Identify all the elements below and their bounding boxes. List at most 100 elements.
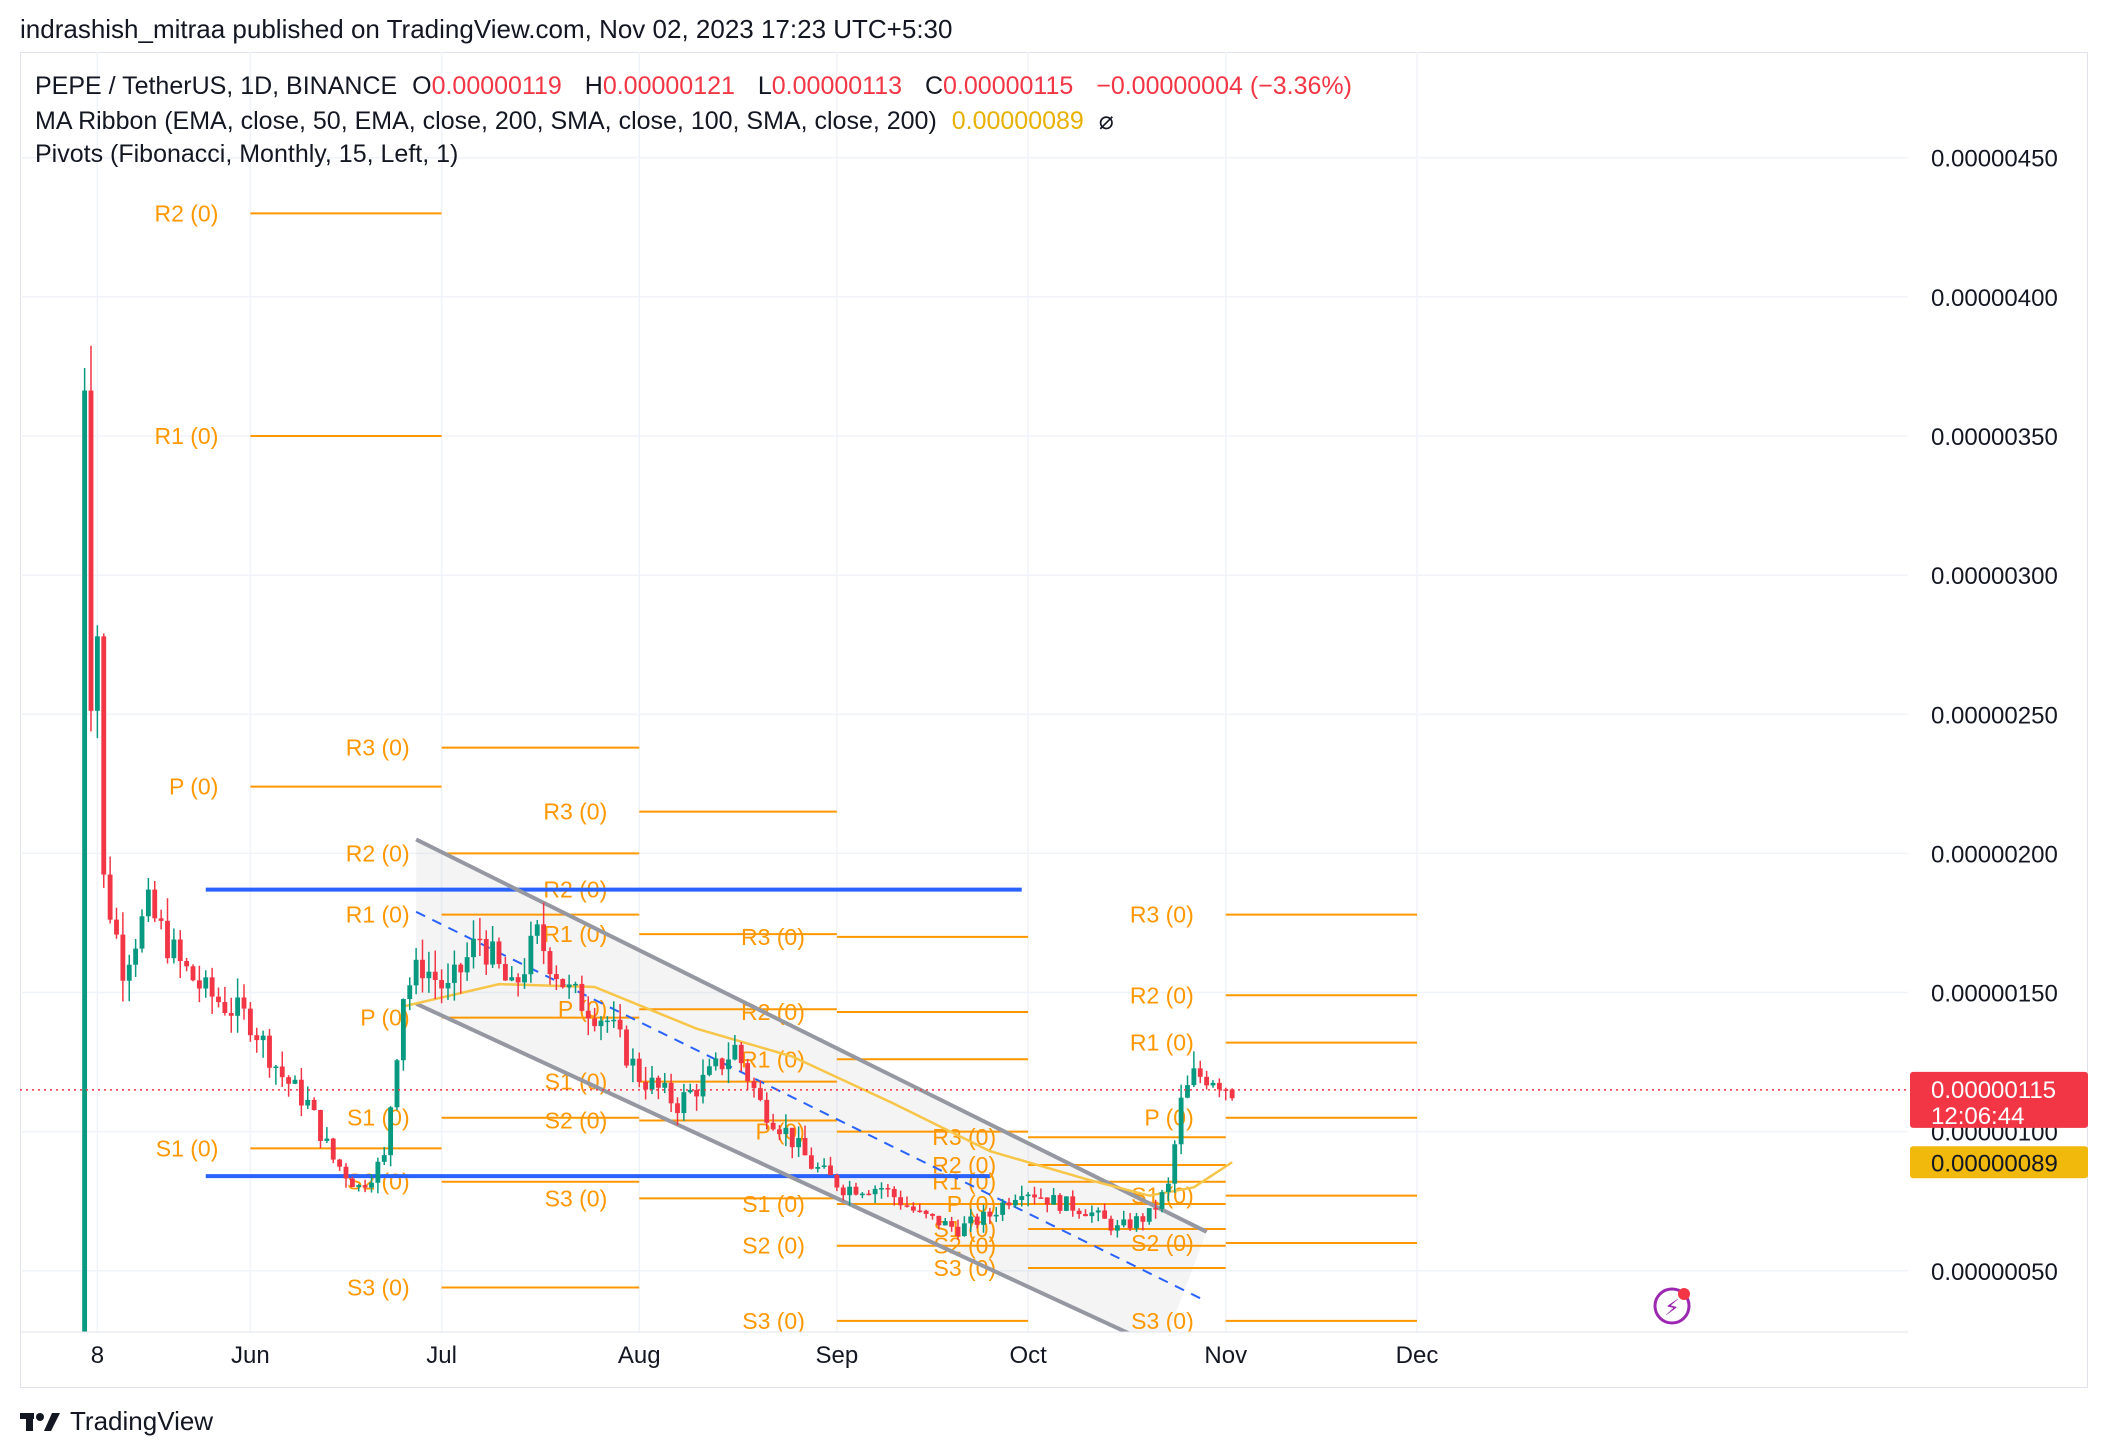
candle-body [311, 1099, 317, 1111]
candle-body [1216, 1082, 1222, 1090]
candle-body [649, 1077, 655, 1090]
alert-icon[interactable]: ⚡ [1653, 1287, 1691, 1325]
x-tick-label: Nov [1204, 1342, 1247, 1369]
candle-body [713, 1058, 719, 1067]
candle-body [362, 1185, 368, 1188]
hidden-symbol-icon[interactable]: ⌀ [1098, 107, 1114, 135]
candle-body [1210, 1082, 1216, 1086]
candle-body [789, 1127, 795, 1148]
candle-body [318, 1110, 323, 1141]
candle-body [133, 948, 139, 965]
pivot-label: R1 (0) [346, 902, 410, 928]
candle-body [400, 999, 406, 1061]
candle-body [1038, 1197, 1044, 1199]
candle-body [1134, 1216, 1139, 1229]
x-tick-label: Jun [231, 1342, 270, 1369]
candle-body [279, 1066, 285, 1078]
candle-body [662, 1082, 668, 1088]
candle-body [974, 1216, 980, 1225]
candle-body [757, 1088, 763, 1100]
candle-body [611, 1019, 617, 1022]
candle-body [917, 1210, 923, 1213]
candle-body [477, 938, 483, 941]
candle-body [636, 1058, 642, 1082]
candle-body [993, 1214, 999, 1217]
pivots-label: Pivots (Fibonacci, Monthly, 15, Left, 1) [35, 140, 459, 168]
pivot-label: S1 (0) [742, 1191, 805, 1217]
pivot-label: S2 (0) [1131, 1230, 1194, 1256]
x-tick-label: 8 [91, 1342, 104, 1369]
legend-ma-row[interactable]: MA Ribbon (EMA, close, 50, EMA, close, 2… [35, 106, 1122, 136]
candle-body [777, 1129, 782, 1135]
pivot-label: S3 (0) [347, 1274, 410, 1300]
candle-body [866, 1193, 872, 1196]
candle-body [439, 980, 445, 989]
candle-body [330, 1138, 336, 1160]
y-tick-label: 0.00000250 [1931, 702, 2058, 729]
candle-body [706, 1066, 712, 1075]
candle-body [1178, 1097, 1184, 1145]
candle-body [82, 390, 88, 1332]
y-tick-label: 0.00000400 [1931, 285, 2058, 312]
candle-body [987, 1211, 993, 1217]
candle-body [547, 951, 553, 975]
candle-body [840, 1187, 846, 1196]
candle-body [796, 1137, 802, 1148]
chart-frame [20, 52, 2088, 1388]
candle-body [1089, 1212, 1095, 1217]
candle-body [853, 1186, 859, 1195]
candle-body [196, 980, 202, 989]
candle-body [267, 1035, 272, 1068]
pivot-label: R2 (0) [932, 1152, 996, 1178]
candle-body [286, 1077, 292, 1084]
candle-body [585, 1010, 591, 1019]
candle-body [828, 1165, 833, 1176]
close-label: C [924, 72, 944, 100]
last-price-tag [1910, 1071, 2088, 1128]
y-tick-label: 0.00000350 [1931, 424, 2058, 451]
candle-body [617, 1019, 623, 1030]
candle-body [502, 964, 508, 981]
pivot-label: P (0) [1144, 1105, 1193, 1131]
price-chart[interactable]: R2 (0)R1 (0)P (0)S1 (0)R3 (0)R2 (0)R1 (0… [20, 52, 2088, 1388]
candle-body [1076, 1210, 1082, 1215]
candle-body [356, 1185, 362, 1188]
last-price-value: 0.00000115 [1931, 1077, 2056, 1104]
high-value: 0.00000121 [602, 72, 735, 100]
candle-body [235, 997, 241, 1016]
candle-body [1146, 1208, 1152, 1222]
candle-body [604, 1020, 610, 1023]
candle-body [655, 1077, 661, 1088]
candle-body [509, 977, 515, 981]
candle-body [534, 924, 540, 936]
x-tick-label: Dec [1396, 1342, 1439, 1369]
ma-ribbon-label: MA Ribbon (EMA, close, 50, EMA, close, 2… [35, 107, 937, 135]
open-label: O [412, 72, 432, 100]
horizontal-lines [205, 887, 1022, 1179]
brand-name: TradingView [70, 1406, 214, 1436]
candle-body [107, 874, 113, 920]
y-tick-label: 0.00000150 [1931, 981, 2058, 1008]
legend-pivots-row[interactable]: Pivots (Fibonacci, Monthly, 15, Left, 1) [35, 140, 466, 169]
open-value: 0.00000119 [431, 72, 562, 100]
candle-body [1159, 1192, 1165, 1209]
ma-value-tag [1910, 1146, 2088, 1179]
candle-body [553, 974, 559, 980]
candle-body [1012, 1199, 1018, 1206]
candle-body [1191, 1068, 1197, 1086]
candle-body [764, 1099, 770, 1123]
candle-body [681, 1092, 687, 1114]
channel-upper [415, 837, 1208, 1234]
candle-body [343, 1166, 349, 1179]
candle-body [120, 934, 126, 981]
candle-body [1153, 1208, 1159, 1210]
candle-body [1083, 1214, 1088, 1217]
candle-body [407, 985, 413, 1000]
pivot-label: S3 (0) [1131, 1308, 1194, 1334]
candle-body [847, 1186, 853, 1196]
candle-body [145, 889, 151, 917]
pivot-label: S2 (0) [545, 1108, 608, 1134]
candle-body [1204, 1076, 1210, 1086]
candle-body [496, 941, 502, 965]
ma-tag-value: 0.00000089 [1931, 1150, 2058, 1177]
